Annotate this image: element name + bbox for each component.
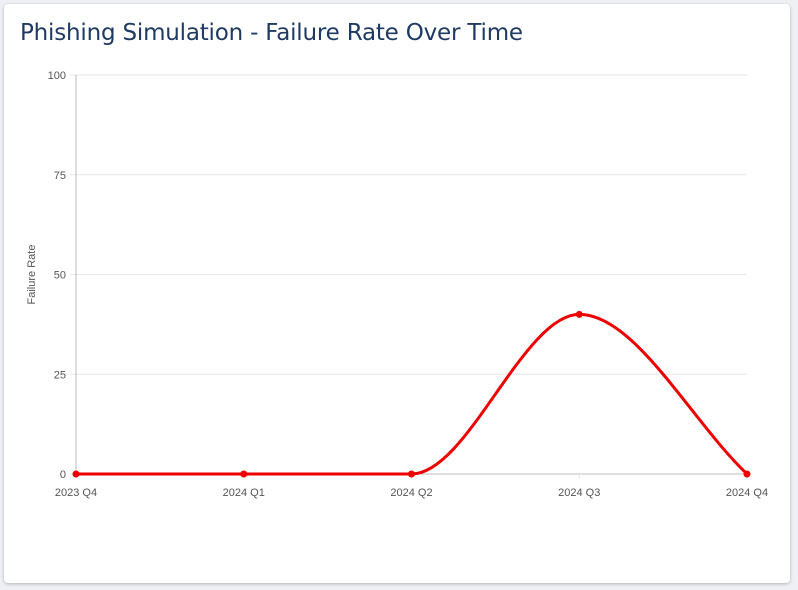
data-point (72, 470, 80, 478)
x-tick-label: 2023 Q4 (55, 487, 97, 499)
data-point (743, 470, 751, 478)
y-tick-label: 75 (54, 170, 66, 182)
data-point (240, 470, 248, 478)
x-tick-label: 2024 Q2 (390, 487, 432, 499)
y-axis-title: Failure Rate (26, 245, 38, 305)
y-tick-label: 0 (60, 469, 66, 481)
x-tick-label: 2024 Q3 (558, 487, 600, 499)
x-tick-label: 2024 Q1 (223, 487, 265, 499)
data-point (408, 470, 415, 478)
chart-card: Phishing Simulation - Failure Rate Over … (4, 4, 790, 583)
page-title: Phishing Simulation - Failure Rate Over … (20, 20, 523, 46)
x-tick-label: 2024 Q4 (726, 487, 768, 499)
data-point (575, 310, 583, 318)
y-tick-label: 100 (48, 70, 66, 82)
y-tick-label: 25 (54, 369, 66, 381)
series-line (76, 312, 749, 476)
y-tick-label: 50 (54, 270, 66, 282)
